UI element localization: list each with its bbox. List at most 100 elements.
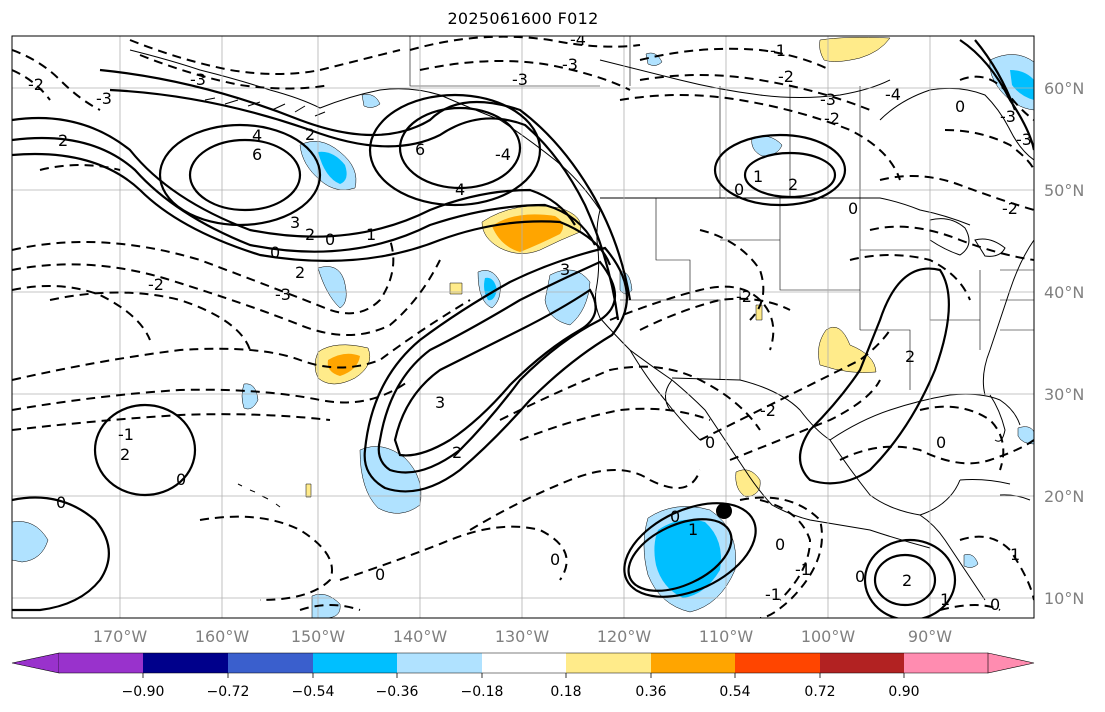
trough-contour: [377, 260, 616, 474]
contour-label: 0: [705, 433, 715, 452]
us-mexico-border: [671, 377, 831, 441]
contour-label: -2: [1002, 199, 1018, 218]
contour-label: -4: [570, 30, 586, 49]
contour-label: 0: [670, 507, 680, 526]
colorbar-tick-label: 0.36: [635, 684, 666, 700]
negative-contour: [469, 469, 701, 531]
colorbar-tick-label: −0.36: [376, 684, 419, 700]
negative-contour: [759, 499, 812, 601]
contour-label: -3: [562, 55, 578, 74]
high-contour-6: [398, 106, 522, 190]
jet-contour: [109, 88, 620, 321]
colorbar-outline: [59, 652, 988, 674]
lon-label-130w: 130°W: [495, 627, 550, 646]
negative-contour: [849, 254, 971, 301]
jet-contour: [12, 116, 576, 238]
lon-label-160w: 160°W: [195, 627, 250, 646]
contour-ne: [959, 39, 1034, 151]
colorbar-swatch: [143, 653, 228, 673]
trough-contour: [393, 288, 597, 457]
negative-contour: [939, 604, 1001, 611]
negative-contour: [139, 54, 331, 90]
negative-contour: [729, 379, 881, 461]
negative-contour: [299, 604, 361, 611]
central-america: [919, 514, 986, 601]
contour-around-blue: [627, 518, 733, 592]
contour-label: -2: [778, 67, 794, 86]
contour-label: 1: [1010, 545, 1020, 564]
contour-label: -1: [795, 560, 811, 579]
negative-contour: [639, 297, 791, 331]
state-border: [629, 36, 861, 198]
florida: [989, 394, 1006, 442]
colorbar-tick-label: −0.54: [292, 684, 335, 700]
contour-labels: 6 4 3 2 0 2 -3 -2 0 1 6 4 3 2 3 -4 -3 -3…: [28, 30, 1032, 614]
canada-us-border: [600, 197, 971, 226]
contour-east: [798, 267, 950, 485]
negative-contour: [944, 129, 1034, 171]
negative-contour: [12, 69, 51, 101]
contour-label: -4: [885, 85, 901, 104]
colorbar-swatch: [820, 653, 904, 673]
state-border: [409, 36, 600, 87]
contour-label: 1: [940, 590, 950, 609]
colorbar-swatch: [397, 653, 482, 673]
lat-label-30n: 30°N: [1044, 385, 1084, 404]
contour-label: 1: [366, 225, 376, 244]
colorbar-tick-label: 0.90: [888, 684, 919, 700]
contour-label: 1: [688, 520, 698, 539]
contour-label: -3: [96, 89, 112, 108]
colorbar-tick-label: 0.72: [804, 684, 835, 700]
contour-label: 2: [305, 225, 315, 244]
negative-contour: [879, 175, 1034, 211]
negative-anomaly-region: [317, 266, 347, 309]
negative-anomaly-core: [654, 519, 721, 598]
lat-label-10n: 10°N: [1044, 589, 1084, 608]
coastlines: [129, 49, 1034, 601]
map-title: 2025061600 F012: [447, 9, 599, 28]
negative-contour: [12, 239, 395, 315]
political-borders: [409, 36, 1034, 390]
negative-contour: [49, 291, 251, 351]
plot-area: [12, 36, 1034, 618]
negative-contour: [419, 60, 631, 91]
longitude-axis: 170°W 160°W 150°W 140°W 130°W 120°W 110°…: [93, 627, 952, 646]
negative-contour: [699, 229, 765, 321]
state-border: [655, 198, 861, 380]
colorbar-extend-min: [11, 652, 60, 674]
contour-label: -3: [1000, 107, 1016, 126]
negative-contour: [619, 94, 901, 181]
negative-contour: [519, 407, 711, 441]
negative-contour: [12, 49, 101, 111]
negative-contour: [339, 525, 568, 581]
low-contour-se: [863, 538, 957, 618]
negative-anomaly-region: [645, 52, 663, 66]
trough-contour: [363, 246, 629, 493]
us-west-coast: [595, 209, 931, 549]
negative-contour: [639, 47, 831, 71]
negative-contour: [39, 164, 121, 171]
negative-contour: [12, 285, 151, 341]
negative-contour: [959, 535, 1034, 601]
latitude-axis: 60°N 50°N 40°N 30°N 20°N 10°N: [1044, 79, 1084, 608]
contour-label: 0: [270, 243, 280, 262]
colorbar-swatch: [904, 653, 988, 673]
contour-label: 2: [452, 443, 462, 462]
contour-label: 3: [560, 260, 570, 279]
negative-contour: [12, 379, 411, 411]
negative-contour: [699, 329, 891, 441]
contour-label: 0: [936, 433, 946, 452]
lon-label-120w: 120°W: [597, 627, 652, 646]
lat-label-20n: 20°N: [1044, 487, 1084, 506]
colorbar-swatch: [228, 653, 313, 673]
negative-contour: [129, 39, 401, 75]
colorbar-swatch: [482, 653, 566, 673]
colorbar-tick-label: 0.54: [719, 684, 750, 700]
contour-label: -2: [760, 401, 776, 420]
contour-label: 2: [902, 571, 912, 590]
contour-label: 0: [56, 493, 66, 512]
lon-label-100w: 100°W: [801, 627, 856, 646]
arctic-coast: [599, 59, 891, 98]
negative-contour: [639, 74, 871, 111]
negative-contour: [12, 259, 441, 336]
